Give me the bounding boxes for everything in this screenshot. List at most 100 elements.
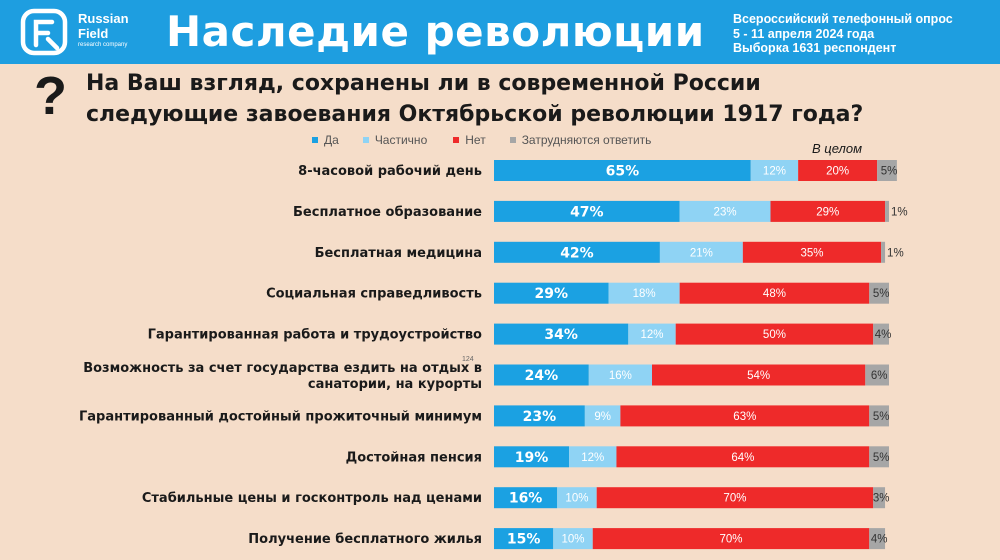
bar-segment: [494, 282, 609, 304]
data-label: 18%: [633, 288, 656, 300]
logo-line1: Russian: [78, 11, 129, 26]
data-label: 35%: [800, 247, 823, 259]
bar-segment: [584, 405, 621, 427]
bar-segment: [494, 487, 558, 509]
category-label: Возможность за счет государства ездить н…: [83, 361, 482, 392]
header-banner: Russian Field research company Наследие …: [0, 0, 1000, 64]
data-label: 19%: [515, 450, 549, 466]
data-label: 50%: [763, 329, 786, 341]
bar-segment: [679, 200, 771, 222]
data-label: 3%: [873, 493, 890, 505]
data-label: 63%: [733, 411, 756, 423]
data-label: 10%: [565, 493, 588, 505]
page-number: 124: [462, 356, 474, 363]
data-label: 47%: [570, 204, 604, 220]
russian-field-logo-icon: [20, 8, 68, 56]
bar-segment: [596, 487, 874, 509]
data-label: 1%: [887, 247, 904, 259]
bar-segment: [557, 487, 597, 509]
data-label: 23%: [714, 206, 737, 218]
category-label: 8-часовой рабочий день: [298, 164, 482, 179]
survey-info: Всероссийский телефонный опрос 5 - 11 ап…: [733, 12, 953, 56]
legend-label: Нет: [465, 133, 486, 147]
bar-segment: [588, 364, 652, 386]
bar-segment: [869, 528, 886, 550]
bar-segment: [770, 200, 886, 222]
legend-item: Затрудняются ответить: [509, 133, 651, 147]
bar-segment: [553, 528, 593, 550]
category-label: Социальная справедливость: [266, 287, 482, 302]
bar-segment: [616, 446, 870, 468]
question-line2: следующие завоевания Октябрьской революц…: [86, 102, 864, 127]
bar-segment: [750, 160, 799, 181]
data-label: 6%: [871, 370, 888, 382]
legend-label: Да: [324, 133, 339, 147]
bar-segment: [877, 160, 897, 181]
category-label: Бесплатное образование: [293, 205, 482, 220]
bar-segment: [652, 364, 866, 386]
survey-line2: 5 - 11 апреля 2024 года: [733, 26, 875, 41]
survey-line3: Выборка 1631 респондент: [733, 41, 897, 55]
data-label: 12%: [581, 452, 604, 464]
data-label: 5%: [873, 411, 890, 423]
data-label: 29%: [816, 206, 839, 218]
bar-segment: [869, 446, 889, 468]
bar-segment: [675, 323, 874, 345]
data-label: 34%: [544, 327, 578, 343]
data-label: 70%: [719, 534, 742, 546]
chart-legend: Да Частично Нет Затрудняются ответить: [312, 133, 651, 147]
data-label: 16%: [509, 491, 543, 507]
data-label: 5%: [881, 166, 898, 178]
data-label: 42%: [560, 245, 594, 261]
logo-line2: Field: [78, 26, 109, 41]
bar-segment: [873, 487, 886, 509]
logo-line3: research company: [78, 42, 128, 48]
page-title: Наследие революции: [166, 7, 705, 56]
bar-segment: [494, 200, 680, 222]
question-line1: На Ваш взгляд, сохранены ли в современно…: [86, 71, 761, 96]
data-label: 16%: [609, 370, 632, 382]
bar-segment: [620, 405, 870, 427]
bar-segment: [494, 446, 570, 468]
data-label: 5%: [873, 452, 890, 464]
data-label: 21%: [690, 247, 713, 259]
category-label: Гарантированная работа и трудоустройство: [148, 328, 482, 343]
data-label: 15%: [507, 532, 541, 548]
bar-segment: [494, 364, 589, 386]
bar-segment: [881, 241, 886, 263]
legend-swatch: [312, 137, 318, 143]
category-label: Достойная пенсия: [346, 450, 482, 465]
data-label: 54%: [747, 370, 770, 382]
bar-segment: [873, 323, 889, 345]
logo-text: Russian Field research company: [78, 11, 129, 50]
bar-segment: [742, 241, 882, 263]
legend-swatch: [362, 137, 369, 143]
survey-line1: Всероссийский телефонный опрос: [733, 12, 953, 26]
legend-item: Нет: [453, 133, 486, 147]
data-label: 12%: [763, 166, 786, 178]
data-label: 23%: [523, 409, 557, 425]
bar-segment: [592, 528, 870, 550]
data-label: 5%: [873, 288, 890, 300]
data-label: 48%: [763, 288, 786, 300]
overall-label: В целом: [812, 141, 862, 156]
category-label: Гарантированный достойный прожиточный ми…: [79, 409, 482, 424]
data-label: 65%: [606, 164, 640, 180]
bar-segment: [494, 323, 629, 345]
data-label: 10%: [561, 534, 584, 546]
bar-segment: [494, 405, 585, 427]
category-label: Получение бесплатного жилья: [248, 532, 482, 547]
legend-swatch: [509, 137, 516, 143]
question-text: На Ваш взгляд, сохранены ли в современно…: [86, 68, 986, 130]
bar-segment: [608, 282, 680, 304]
bar-segment: [494, 528, 554, 550]
legend-item: Да: [312, 133, 339, 147]
bar-segment: [798, 160, 878, 181]
legend-swatch: [453, 137, 460, 143]
data-label: 12%: [640, 329, 663, 341]
data-label: 4%: [871, 534, 888, 546]
data-label: 70%: [723, 493, 746, 505]
category-label-line: Возможность за счет государства ездить н…: [83, 361, 482, 376]
category-label: Бесплатная медицина: [315, 246, 482, 261]
